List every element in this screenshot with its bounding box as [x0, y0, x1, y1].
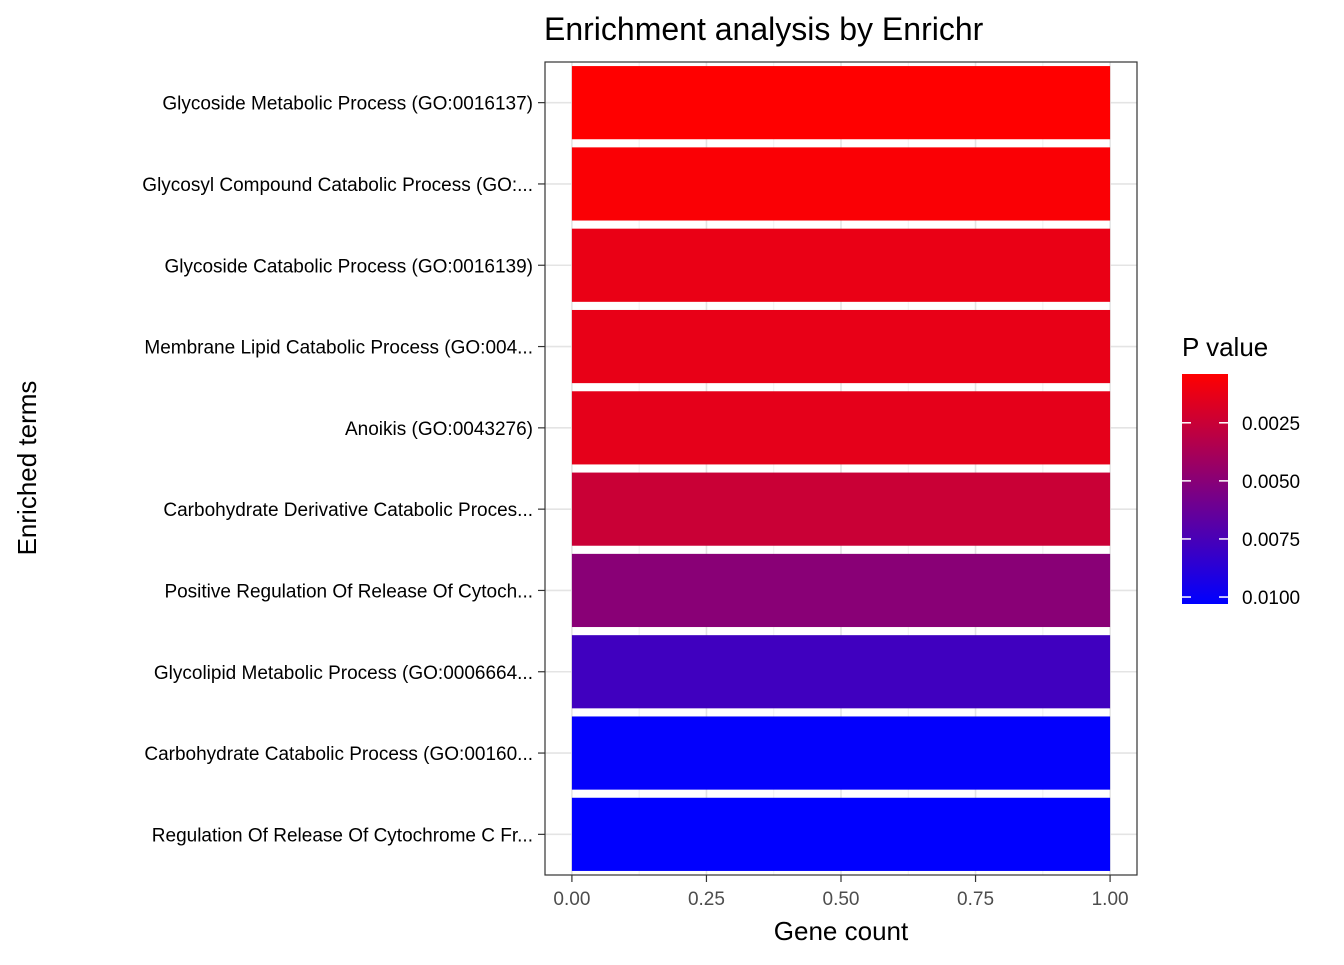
legend-tick-label: 0.0075: [1242, 530, 1300, 551]
x-axis-label: Gene count: [774, 916, 909, 946]
x-tick-label: 0.75: [957, 889, 994, 910]
legend-title: P value: [1182, 332, 1268, 362]
y-tick-label: Carbohydrate Catabolic Process (GO:00160…: [144, 744, 533, 765]
bar: [571, 147, 1111, 221]
legend-colorbar: [1182, 374, 1228, 604]
y-tick-label: Glycolipid Metabolic Process (GO:0006664…: [154, 663, 533, 684]
y-tick-label: Membrane Lipid Catabolic Process (GO:004…: [144, 338, 533, 359]
y-tick-label: Glycosyl Compound Catabolic Process (GO:…: [142, 175, 533, 196]
bar: [571, 66, 1111, 140]
y-tick-label: Glycoside Catabolic Process (GO:0016139): [164, 256, 533, 277]
y-axis-label: Enriched terms: [12, 381, 42, 556]
chart-title: Enrichment analysis by Enrichr: [544, 11, 984, 47]
legend-tick-label: 0.0025: [1242, 414, 1300, 435]
y-tick-label: Regulation Of Release Of Cytochrome C Fr…: [152, 825, 533, 846]
legend: P value 0.0025 0.0050 0.0075 0.0100: [1182, 332, 1300, 609]
bar: [571, 309, 1111, 384]
y-tick-label: Positive Regulation Of Release Of Cytoch…: [164, 581, 533, 602]
legend-tick-label: 0.0100: [1242, 588, 1300, 609]
bar: [571, 228, 1111, 302]
y-tick-label: Anoikis (GO:0043276): [345, 419, 533, 440]
x-tick-label: 0.50: [823, 889, 860, 910]
bar: [571, 391, 1111, 465]
x-axis-ticks: 0.00 0.25 0.50 0.75 1.00: [553, 875, 1129, 910]
bar: [571, 472, 1111, 546]
legend-tick-label: 0.0050: [1242, 472, 1300, 493]
bar: [571, 716, 1111, 790]
y-tick-label: Glycoside Metabolic Process (GO:0016137): [162, 94, 533, 115]
x-tick-label: 0.25: [688, 889, 725, 910]
y-tick-label: Carbohydrate Derivative Catabolic Proces…: [163, 500, 533, 521]
x-tick-label: 0.00: [553, 889, 590, 910]
x-tick-label: 1.00: [1092, 889, 1129, 910]
bar: [571, 553, 1111, 628]
bar: [571, 635, 1111, 709]
bars: [571, 66, 1111, 871]
bar: [571, 797, 1111, 871]
y-axis-ticks: Glycoside Metabolic Process (GO:0016137)…: [142, 94, 545, 846]
